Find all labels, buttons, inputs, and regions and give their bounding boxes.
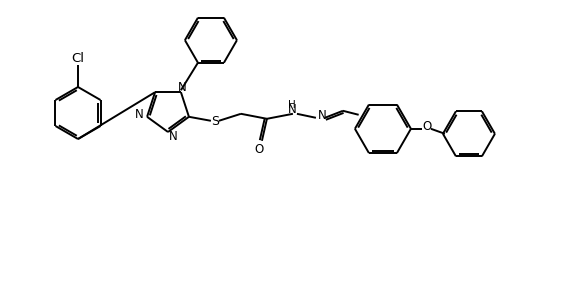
Text: N: N — [134, 108, 144, 121]
Text: N: N — [168, 130, 177, 143]
Text: Cl: Cl — [72, 52, 84, 65]
Text: H: H — [288, 100, 296, 110]
Text: O: O — [422, 120, 432, 133]
Text: O: O — [254, 143, 264, 156]
Text: S: S — [211, 115, 219, 128]
Text: N: N — [287, 103, 297, 116]
Text: N: N — [317, 109, 327, 122]
Text: N: N — [178, 81, 186, 94]
